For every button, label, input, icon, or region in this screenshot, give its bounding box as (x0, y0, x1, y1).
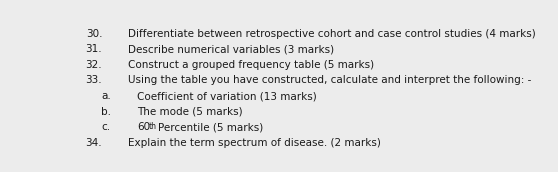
Text: Describe numerical variables (3 marks): Describe numerical variables (3 marks) (128, 44, 334, 54)
Text: Using the table you have constructed, calculate and interpret the following: -: Using the table you have constructed, ca… (128, 76, 532, 85)
Text: Coefficient of variation (13 marks): Coefficient of variation (13 marks) (137, 91, 316, 101)
Text: 60: 60 (137, 122, 150, 132)
Text: Differentiate between retrospective cohort and case control studies (4 marks): Differentiate between retrospective coho… (128, 29, 536, 39)
Text: 32.: 32. (85, 60, 102, 70)
Text: a.: a. (101, 91, 111, 101)
Text: th: th (149, 122, 157, 131)
Text: 30.: 30. (86, 29, 102, 39)
Text: 34.: 34. (85, 138, 102, 148)
Text: Construct a grouped frequency table (5 marks): Construct a grouped frequency table (5 m… (128, 60, 374, 70)
Text: Percentile (5 marks): Percentile (5 marks) (158, 122, 263, 132)
Text: c.: c. (102, 122, 111, 132)
Text: 33.: 33. (85, 76, 102, 85)
Text: Explain the term spectrum of disease. (2 marks): Explain the term spectrum of disease. (2… (128, 138, 381, 148)
Text: The mode (5 marks): The mode (5 marks) (137, 107, 242, 117)
Text: b.: b. (101, 107, 111, 117)
Text: 31.: 31. (85, 44, 102, 54)
